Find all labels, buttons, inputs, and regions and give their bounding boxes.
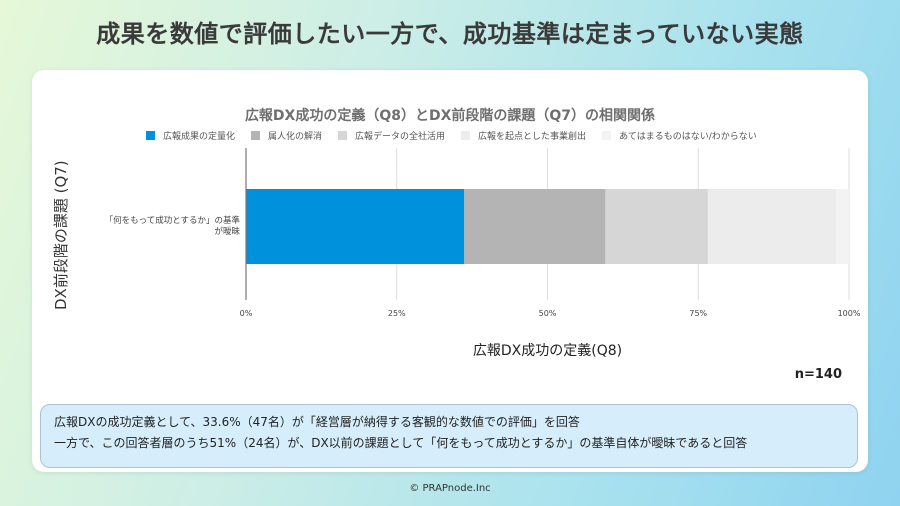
summary-box: 広報DXの成功定義として、33.6%（47名）が「経営層が納得する客観的な数値で… xyxy=(40,404,858,468)
legend-item: 広報データの全社活用 xyxy=(338,129,445,142)
legend-item: 広報成果の定量化 xyxy=(146,129,235,142)
bar-segment xyxy=(605,189,708,264)
bar-segment xyxy=(836,189,849,264)
sample-size-label: n=140 xyxy=(794,367,842,382)
legend-label: 広報を起点とした事業創出 xyxy=(478,131,587,142)
legend-item: 属人化の解消 xyxy=(251,129,322,142)
legend-swatch xyxy=(602,130,612,140)
legend-label: あてはまるものはない/わからない xyxy=(619,131,757,142)
copyright: © PRAPnode.Inc xyxy=(409,483,491,494)
x-tick-label: 75% xyxy=(689,309,707,318)
legend-label: 広報成果の定量化 xyxy=(163,131,236,142)
legend-swatch xyxy=(338,130,348,140)
bar-segment xyxy=(464,189,606,264)
page-title: 成果を数値で評価したい一方で、成功基準は定まっていない実態 xyxy=(96,20,804,48)
x-tick-label: 0% xyxy=(240,309,253,318)
summary-line: 広報DXの成功定義として、33.6%（47名）が「経営層が納得する客観的な数値で… xyxy=(54,415,580,429)
legend-swatch xyxy=(251,130,261,140)
legend-item: あてはまるものはない/わからない xyxy=(602,129,757,142)
summary-line: 一方で、この回答者層のうち51%（24名）が、DX以前の課題として「何をもって成… xyxy=(54,436,748,450)
legend-swatch xyxy=(461,130,471,140)
bar-segment xyxy=(246,189,465,264)
category-label: 「何をもって成功とするか」の基準 が曖昧 xyxy=(90,216,240,238)
legend-swatch xyxy=(146,130,155,140)
category-label-line: 「何をもって成功とするか」の基準 xyxy=(104,216,240,226)
legend-label: 広報データの全社活用 xyxy=(355,131,446,142)
legend-label: 属人化の解消 xyxy=(268,131,323,142)
x-tick-label: 100% xyxy=(838,309,861,318)
x-tick-label: 25% xyxy=(388,309,406,318)
chart-title: 広報DX成功の定義（Q8）とDX前段階の課題（Q7）の相関関係 xyxy=(244,108,656,124)
chart-legend: 広報成果の定量化 属人化の解消 広報データの全社活用 広報を起点とした事業創出 … xyxy=(146,128,773,142)
category-label-line: が曖昧 xyxy=(214,227,240,237)
bar-segment xyxy=(707,189,837,264)
x-tick-label: 50% xyxy=(539,309,557,318)
legend-item: 広報を起点とした事業創出 xyxy=(461,129,586,142)
x-axis-title: 広報DX成功の定義(Q8) xyxy=(472,343,623,359)
